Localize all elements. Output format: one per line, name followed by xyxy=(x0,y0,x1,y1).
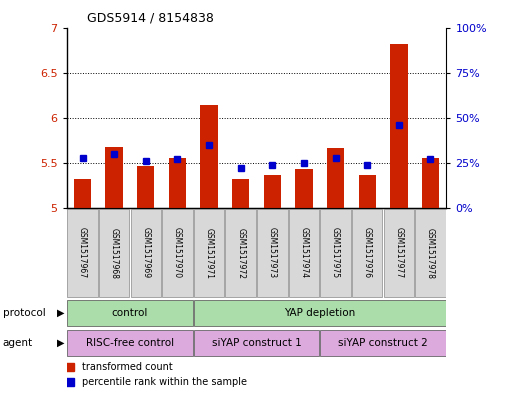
Text: GSM1517968: GSM1517968 xyxy=(110,228,119,279)
Text: GDS5914 / 8154838: GDS5914 / 8154838 xyxy=(87,11,214,24)
Bar xyxy=(137,166,154,208)
Text: transformed count: transformed count xyxy=(82,362,173,372)
Text: GSM1517972: GSM1517972 xyxy=(236,228,245,279)
Text: ▶: ▶ xyxy=(56,338,64,348)
Text: protocol: protocol xyxy=(3,308,45,318)
Text: RISC-free control: RISC-free control xyxy=(86,338,174,348)
Bar xyxy=(422,158,439,208)
Bar xyxy=(194,209,224,297)
Text: GSM1517978: GSM1517978 xyxy=(426,228,435,279)
Bar xyxy=(327,148,344,208)
Bar xyxy=(384,209,414,297)
Bar xyxy=(352,209,382,297)
Bar xyxy=(390,44,407,208)
Bar xyxy=(359,175,376,208)
Text: GSM1517976: GSM1517976 xyxy=(363,228,372,279)
Bar xyxy=(169,158,186,208)
Text: agent: agent xyxy=(3,338,33,348)
Bar xyxy=(289,209,319,297)
Bar xyxy=(67,331,192,356)
Text: GSM1517969: GSM1517969 xyxy=(141,228,150,279)
Text: percentile rank within the sample: percentile rank within the sample xyxy=(82,377,247,387)
Bar xyxy=(226,209,256,297)
Text: GSM1517974: GSM1517974 xyxy=(300,228,308,279)
Bar xyxy=(321,331,446,356)
Bar xyxy=(67,209,97,297)
Text: YAP depletion: YAP depletion xyxy=(284,308,356,318)
Bar xyxy=(295,169,312,208)
Bar xyxy=(99,209,129,297)
Text: control: control xyxy=(112,308,148,318)
Bar xyxy=(257,209,287,297)
Bar xyxy=(232,179,249,208)
Bar xyxy=(131,209,161,297)
Bar xyxy=(194,331,319,356)
Bar xyxy=(74,179,91,208)
Bar xyxy=(194,300,446,325)
Bar xyxy=(416,209,446,297)
Text: GSM1517977: GSM1517977 xyxy=(394,228,403,279)
Bar xyxy=(106,147,123,208)
Text: GSM1517970: GSM1517970 xyxy=(173,228,182,279)
Bar xyxy=(321,209,351,297)
Text: siYAP construct 1: siYAP construct 1 xyxy=(212,338,301,348)
Text: GSM1517971: GSM1517971 xyxy=(205,228,213,279)
Text: siYAP construct 2: siYAP construct 2 xyxy=(338,338,428,348)
Bar xyxy=(67,300,192,325)
Text: ▶: ▶ xyxy=(56,308,64,318)
Bar xyxy=(201,105,218,208)
Bar xyxy=(162,209,192,297)
Text: GSM1517967: GSM1517967 xyxy=(78,228,87,279)
Text: GSM1517973: GSM1517973 xyxy=(268,228,277,279)
Bar xyxy=(264,175,281,208)
Text: GSM1517975: GSM1517975 xyxy=(331,228,340,279)
